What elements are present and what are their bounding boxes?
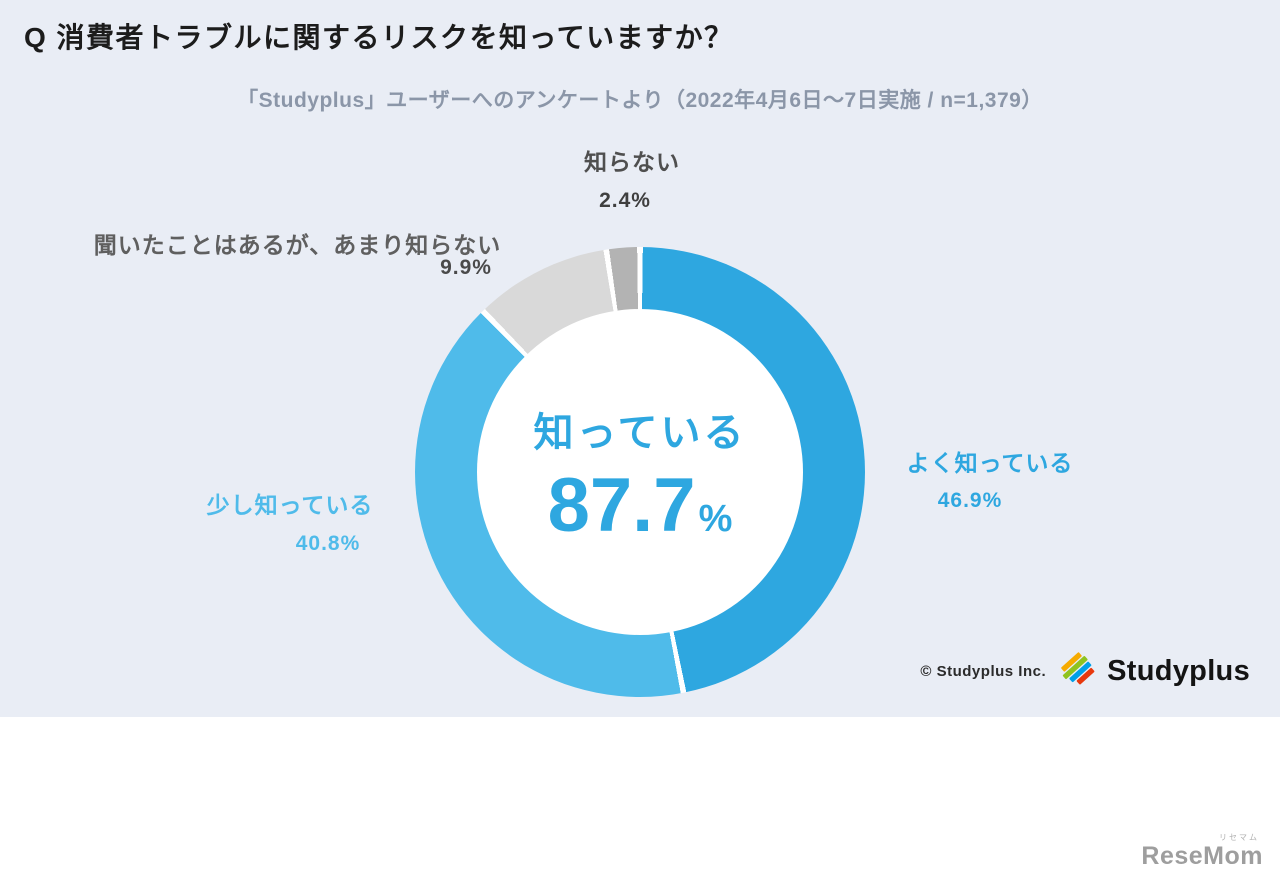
callout-label-know-well: よく知っている <box>906 450 1074 476</box>
donut-hole: 知っている 87.7% <box>477 309 803 635</box>
callout-value-dont-know: 2.4% <box>599 189 651 212</box>
donut-center-value: 87.7% <box>548 468 733 544</box>
callout-value-heard-but-unfamiliar: 9.9% <box>440 256 492 279</box>
question-title: Q 消費者トラブルに関するリスクを知っていますか？ <box>24 22 734 53</box>
panel-footer: © Studyplus Inc. Studyplus <box>920 648 1250 695</box>
center-value-unit: % <box>698 498 733 540</box>
donut-chart: 知っている 87.7% <box>415 247 865 697</box>
callout-value-know-somewhat: 40.8% <box>295 532 361 555</box>
callout-label-dont-know: 知らない <box>584 149 680 175</box>
callout-label-know-somewhat: 少し知っている <box>206 492 374 518</box>
studyplus-logo-text: Studyplus <box>1107 655 1250 687</box>
callout-value-know-well: 46.9% <box>937 489 1003 512</box>
resemom-logo-text: ReseMom <box>1141 842 1263 870</box>
resemom-katakana-label: リセマム <box>1219 833 1259 842</box>
survey-chart-panel: Q 消費者トラブルに関するリスクを知っていますか？ 「Studyplus」ユーザ… <box>0 0 1280 717</box>
survey-source-subtitle: 「Studyplus」ユーザーへのアンケートより（2022年4月6日～7日実施 … <box>237 89 1043 112</box>
copyright-text: © Studyplus Inc. <box>920 663 1047 680</box>
donut-center-label: 知っている <box>533 411 747 455</box>
resemom-watermark: リセマム ReseMom <box>1141 834 1263 869</box>
studyplus-logo: Studyplus <box>1060 648 1250 695</box>
center-value-number: 87.7 <box>547 463 696 548</box>
callout-label-heard-but-unfamiliar: 聞いたことはあるが、あまり知らない <box>93 232 502 258</box>
studyplus-pencils-icon <box>1060 648 1102 695</box>
